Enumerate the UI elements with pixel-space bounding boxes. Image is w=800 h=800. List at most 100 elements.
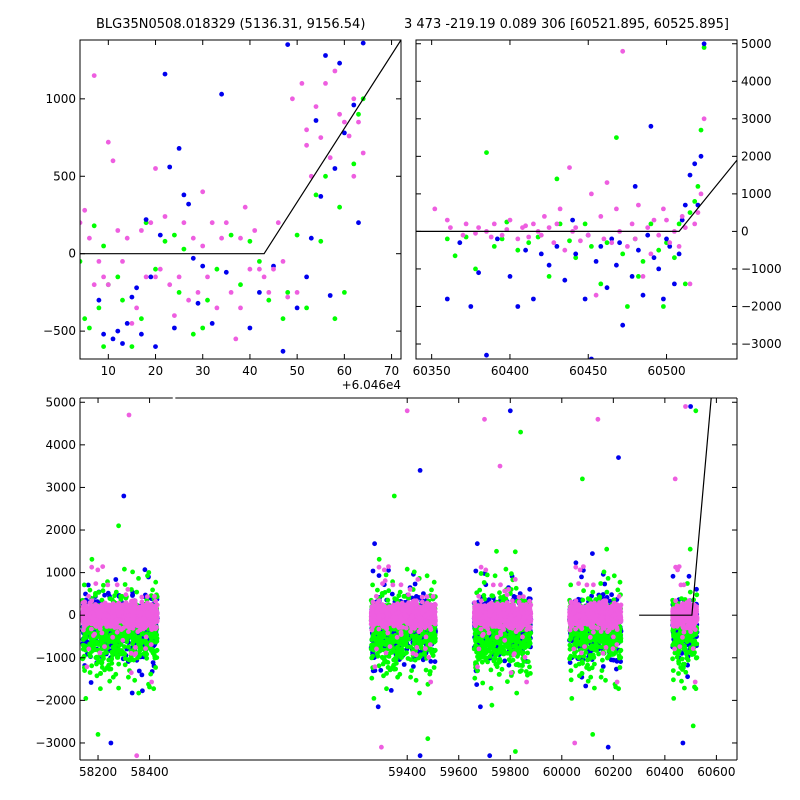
data-point-green: [398, 655, 404, 660]
data-point-pink: [337, 111, 342, 117]
data-point-blue: [378, 667, 384, 673]
data-point-green: [384, 671, 389, 676]
data-point-pink: [488, 234, 494, 240]
data-point-pink: [448, 225, 453, 231]
data-point-blue: [200, 263, 206, 269]
data-point-pink: [422, 607, 428, 613]
data-point-pink: [129, 321, 135, 326]
data-point-pink: [195, 290, 201, 295]
data-point-pink: [133, 645, 138, 650]
data-point-green: [397, 589, 403, 595]
data-point-blue: [389, 591, 395, 597]
data-point-pink: [460, 232, 466, 238]
data-point-green: [393, 656, 399, 662]
data-point-blue: [195, 300, 201, 306]
data-point-green: [87, 325, 92, 331]
data-point-green: [116, 685, 121, 691]
panel-top-right: 60350 60400 60450 60500−3000−2000−100001000…: [413, 37, 782, 378]
data-point-blue: [129, 690, 135, 696]
data-point-blue: [150, 660, 156, 665]
data-point-pink: [114, 582, 120, 588]
data-point-blue: [698, 153, 704, 159]
data-point-pink: [614, 206, 619, 212]
data-point-pink: [403, 625, 409, 631]
data-point-green: [636, 274, 641, 279]
y-tick-label: 3000: [741, 112, 772, 126]
data-point-pink: [398, 615, 404, 620]
data-point-green: [384, 686, 389, 692]
chart-title-left: BLG35N0508.018329 (5136.31, 9156.54): [96, 17, 366, 32]
data-point-blue: [375, 704, 381, 710]
data-point-green: [149, 648, 154, 653]
data-point-blue: [507, 274, 513, 279]
data-point-pink: [238, 235, 243, 241]
data-point-pink: [132, 598, 138, 604]
data-point-pink: [398, 629, 404, 635]
data-point-pink: [124, 623, 130, 629]
data-point-pink: [432, 206, 438, 212]
data-point-pink: [105, 582, 111, 588]
data-point-pink: [327, 155, 333, 161]
data-point-pink: [109, 615, 115, 620]
data-point-blue: [604, 285, 610, 291]
data-point-green: [89, 663, 95, 669]
data-point-green: [257, 259, 262, 264]
data-point-green: [400, 647, 405, 653]
data-point-pink: [406, 592, 411, 598]
data-point-pink: [149, 679, 155, 685]
data-point-pink: [676, 244, 682, 249]
data-point-pink: [110, 634, 116, 640]
data-point-pink: [99, 630, 105, 636]
data-point-blue: [143, 217, 149, 223]
data-point-blue: [88, 680, 94, 685]
data-point-pink: [167, 282, 173, 288]
data-point-green: [661, 304, 666, 309]
x-tick-label: 30: [195, 364, 210, 378]
data-point-pink: [386, 618, 392, 624]
data-point-green: [94, 661, 99, 667]
data-point-green: [409, 668, 414, 673]
data-point-pink: [106, 602, 111, 608]
data-point-green: [378, 636, 384, 642]
data-point-blue: [337, 60, 342, 66]
data-point-pink: [143, 646, 149, 651]
data-point-pink: [153, 166, 158, 171]
data-point-pink: [275, 220, 281, 226]
data-point-green: [546, 274, 552, 279]
data-point-green: [87, 670, 93, 675]
data-point-blue: [153, 344, 158, 349]
data-point-pink: [214, 305, 220, 311]
data-point-pink: [147, 604, 153, 610]
data-point-green: [130, 569, 136, 575]
data-point-green: [404, 566, 410, 572]
data-point-pink: [140, 602, 146, 608]
data-point-pink: [86, 619, 92, 624]
data-point-green: [119, 648, 124, 653]
data-point-green: [99, 665, 105, 670]
data-point-pink: [370, 599, 376, 605]
data-point-green: [484, 150, 489, 156]
data-point-pink: [429, 616, 435, 622]
data-point-green: [369, 655, 375, 661]
data-point-green: [101, 344, 106, 349]
data-point-green: [376, 663, 382, 669]
data-point-blue: [629, 274, 635, 279]
data-point-pink: [323, 81, 328, 86]
data-point-blue: [85, 582, 91, 588]
y-tick-label: 2000: [741, 149, 772, 163]
data-points: [80, 40, 366, 354]
data-point-pink: [153, 626, 158, 632]
data-point-blue: [664, 236, 669, 242]
data-point-pink: [134, 753, 140, 759]
data-point-green: [139, 638, 145, 644]
data-point-green: [380, 655, 385, 661]
data-point-pink: [124, 235, 130, 241]
data-point-pink: [374, 646, 379, 652]
data-point-green: [94, 673, 100, 679]
data-point-green: [395, 644, 400, 650]
data-point-green: [129, 344, 135, 349]
data-point-blue: [102, 592, 107, 598]
data-point-green: [656, 247, 662, 253]
data-point-pink: [473, 230, 478, 236]
data-point-pink: [629, 221, 635, 227]
